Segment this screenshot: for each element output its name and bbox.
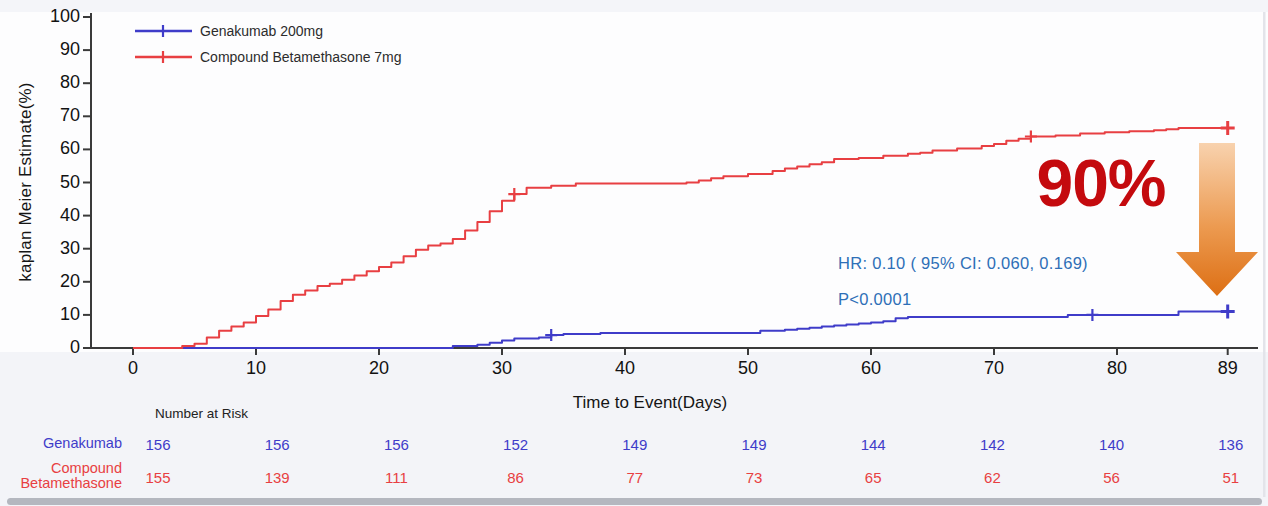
censor-plus-mark (157, 25, 169, 37)
y-tick-label: 70 (0, 105, 80, 126)
highlight-percentage: 90% (1018, 150, 1184, 216)
censor-plus-mark (1086, 309, 1098, 321)
risk-value: 149 (622, 436, 647, 453)
risk-value: 139 (265, 469, 290, 486)
x-tick-label: 0 (128, 358, 138, 379)
km-curve-genakumab (133, 312, 1228, 348)
legend-label: Compound Betamethasone 7mg (200, 49, 402, 65)
risk-value: 152 (503, 436, 528, 453)
risk-value: 56 (1103, 469, 1120, 486)
risk-value: 73 (746, 469, 763, 486)
y-tick-label: 90 (0, 39, 80, 60)
x-tick-label: 50 (738, 358, 758, 379)
censor-plus-mark (1221, 121, 1235, 135)
risk-value: 62 (984, 469, 1001, 486)
censor-plus-mark (508, 188, 520, 200)
censor-plus-mark (545, 329, 557, 341)
p-value-annotation: P<0.0001 (838, 290, 912, 309)
x-tick-label: 30 (492, 358, 512, 379)
y-tick-label: 80 (0, 72, 80, 93)
x-tick-label: 70 (984, 358, 1004, 379)
risk-value: 156 (265, 436, 290, 453)
legend-label: Genakumab 200mg (200, 23, 323, 39)
down-arrow-icon (1176, 143, 1258, 296)
y-tick-label: 0 (0, 337, 80, 358)
y-tick-label: 50 (0, 172, 80, 193)
y-tick-label: 10 (0, 304, 80, 325)
censor-plus-mark (1221, 305, 1235, 319)
risk-value: 155 (145, 469, 170, 486)
x-tick-label: 89 (1218, 358, 1238, 379)
risk-value: 51 (1222, 469, 1239, 486)
risk-value: 77 (626, 469, 643, 486)
risk-value: 136 (1218, 436, 1243, 453)
risk-value: 111 (385, 469, 408, 486)
x-tick-label: 20 (369, 358, 389, 379)
km-plot (0, 0, 1268, 506)
censor-plus-mark (1025, 130, 1037, 142)
y-tick-label: 60 (0, 138, 80, 159)
bottom-divider-bar (7, 498, 1262, 505)
risk-value: 142 (980, 436, 1005, 453)
risk-value: 149 (741, 436, 766, 453)
y-tick-label: 100 (0, 6, 80, 27)
risk-value: 156 (145, 436, 170, 453)
risk-row-label-genakumab: Genakumab (0, 436, 122, 451)
y-tick-label: 40 (0, 205, 80, 226)
right-edge-line (1263, 12, 1266, 497)
x-tick-label: 10 (246, 358, 266, 379)
risk-value: 86 (507, 469, 524, 486)
km-slide: kaplan Meier Estimate(%) 010203040506070… (0, 0, 1268, 506)
x-axis-title: Time to Event(Days) (540, 393, 760, 413)
x-tick-label: 80 (1107, 358, 1127, 379)
x-tick-label: 40 (615, 358, 635, 379)
risk-value: 144 (861, 436, 886, 453)
risk-row-label-compound: Compound Betamethasone (0, 461, 122, 491)
y-tick-label: 30 (0, 238, 80, 259)
x-tick-label: 60 (861, 358, 881, 379)
risk-value: 65 (865, 469, 882, 486)
y-tick-label: 20 (0, 271, 80, 292)
risk-value: 140 (1099, 436, 1124, 453)
risk-table-header: Number at Risk (155, 406, 248, 421)
hazard-ratio-annotation: HR: 0.10 ( 95% CI: 0.060, 0.169) (838, 254, 1088, 273)
censor-plus-mark (157, 51, 169, 63)
risk-value: 156 (384, 436, 409, 453)
